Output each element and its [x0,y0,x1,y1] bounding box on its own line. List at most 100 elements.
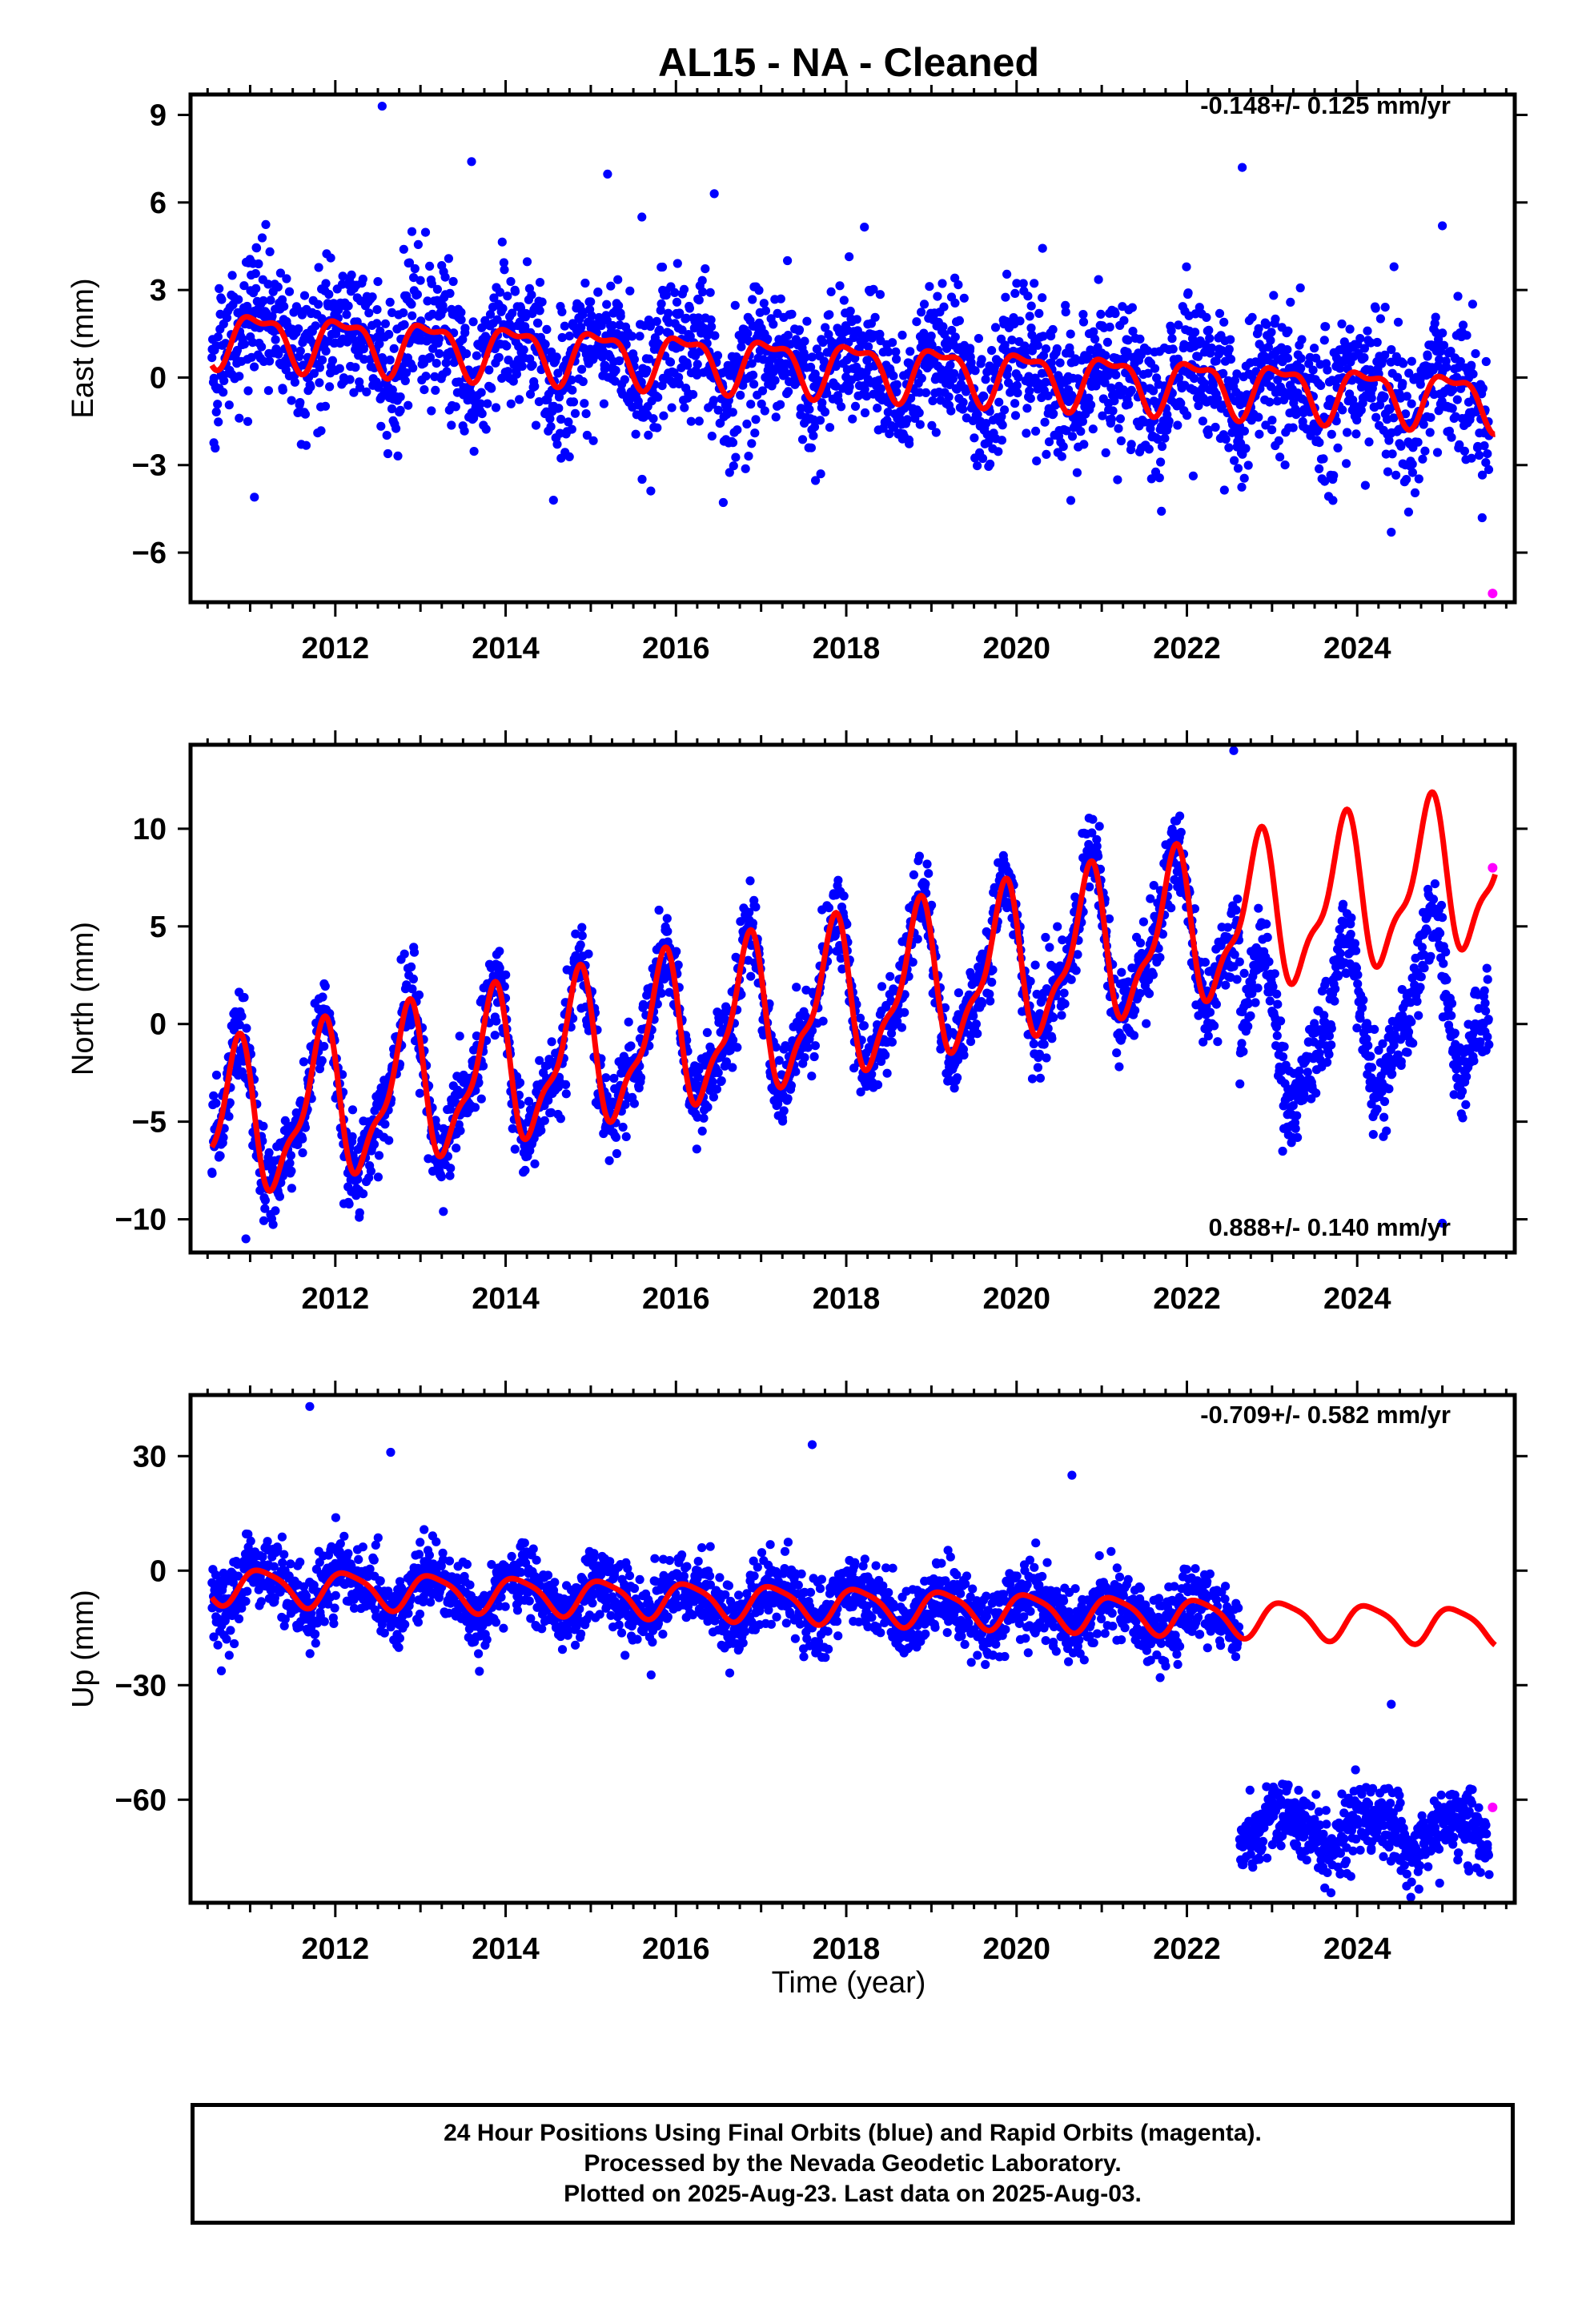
final-orbit-point [783,255,793,266]
final-orbit-point [745,876,755,886]
final-orbit-point [347,1132,357,1141]
final-orbit-point [239,340,249,349]
final-orbit-point [500,265,509,275]
final-orbit-point [889,371,898,380]
x-tick-label: 2016 [642,632,710,665]
final-orbit-point [1367,393,1376,403]
final-orbit-point [506,276,516,287]
final-orbit-point [427,279,436,288]
final-orbit-point [380,1120,390,1129]
final-orbit-point [966,344,975,353]
final-orbit-point [383,448,393,459]
final-orbit-point [358,274,367,284]
final-orbit-point [1224,344,1234,354]
final-orbit-point [476,1094,486,1104]
final-orbit-point [1086,400,1096,410]
final-orbit-point [548,496,558,505]
final-orbit-point [675,308,685,318]
final-orbit-point [1226,335,1235,344]
final-orbit-point [413,239,424,249]
final-orbit-point [299,1057,308,1067]
final-orbit-point [905,347,915,356]
final-orbit-point [1410,488,1420,498]
final-orbit-point [1297,335,1307,344]
final-orbit-point [1215,308,1225,318]
final-orbit-point [860,223,869,232]
final-orbit-point [522,257,532,267]
final-orbit-point [1396,441,1406,451]
final-orbit-point [1076,427,1086,436]
final-orbit-point [744,452,753,461]
final-orbit-point [1316,380,1326,390]
final-orbit-point [792,983,801,992]
final-orbit-point [1211,422,1220,432]
final-orbit-point [1089,327,1098,336]
final-orbit-point [1130,1006,1140,1015]
final-orbit-point [954,316,964,325]
final-orbit-point [367,292,377,302]
final-orbit-point [1035,1073,1045,1083]
final-orbit-point [375,339,384,348]
final-orbit-point [860,408,870,418]
final-orbit-point [1319,336,1329,345]
final-orbit-point [599,399,609,408]
final-orbit-point [451,402,460,412]
final-orbit-point [1310,344,1319,353]
final-orbit-point [306,382,315,392]
final-orbit-point [954,988,963,998]
final-orbit-point [625,286,635,296]
final-orbit-point [497,237,507,247]
final-orbit-point [1032,456,1042,466]
final-orbit-point [265,247,275,256]
final-orbit-point [469,413,479,423]
final-orbit-point [1431,312,1440,322]
final-orbit-point [852,315,861,324]
final-orbit-point [1157,441,1167,452]
final-orbit-point [1026,301,1036,311]
final-orbit-point [1066,329,1075,339]
final-orbit-point [321,346,331,356]
final-orbit-point [815,416,825,425]
final-orbit-point [553,368,563,378]
final-orbit-point [728,1063,737,1072]
final-orbit-point [1150,364,1160,373]
final-orbit-point [338,271,347,281]
final-orbit-point [492,1016,501,1026]
final-orbit-point [1122,348,1132,357]
final-orbit-point [1447,432,1456,442]
final-orbit-point [423,296,432,306]
final-orbit-point [508,376,518,386]
final-orbit-point [875,290,885,300]
final-orbit-point [420,385,429,395]
final-orbit-point [709,1092,719,1102]
final-orbit-point [1071,966,1081,975]
final-orbit-point [970,366,980,376]
final-orbit-point [401,368,412,378]
final-orbit-point [1274,436,1283,446]
final-orbit-point [259,296,268,306]
final-orbit-point [264,1148,274,1157]
final-orbit-point [1329,471,1339,480]
final-orbit-point [646,486,656,496]
final-orbit-point [697,1126,707,1136]
final-orbit-point [1393,317,1403,327]
final-orbit-point [500,982,509,991]
final-orbit-point [751,415,761,424]
final-orbit-point [1094,275,1103,284]
final-orbit-point [512,369,522,379]
final-orbit-point [478,1061,488,1071]
final-orbit-point [1232,369,1242,379]
model-curve [209,314,1496,437]
final-orbit-point [506,399,516,408]
final-orbit-point [1194,400,1203,411]
final-orbit-point [1419,420,1428,429]
final-orbit-point [257,342,267,352]
final-orbit-point [601,1073,611,1083]
final-orbit-point [1045,943,1054,952]
final-orbit-point [535,1055,544,1065]
final-orbit-point [950,368,959,379]
final-orbit-point [1001,292,1010,302]
final-orbit-point [1055,358,1065,368]
final-orbit-point [257,233,267,243]
